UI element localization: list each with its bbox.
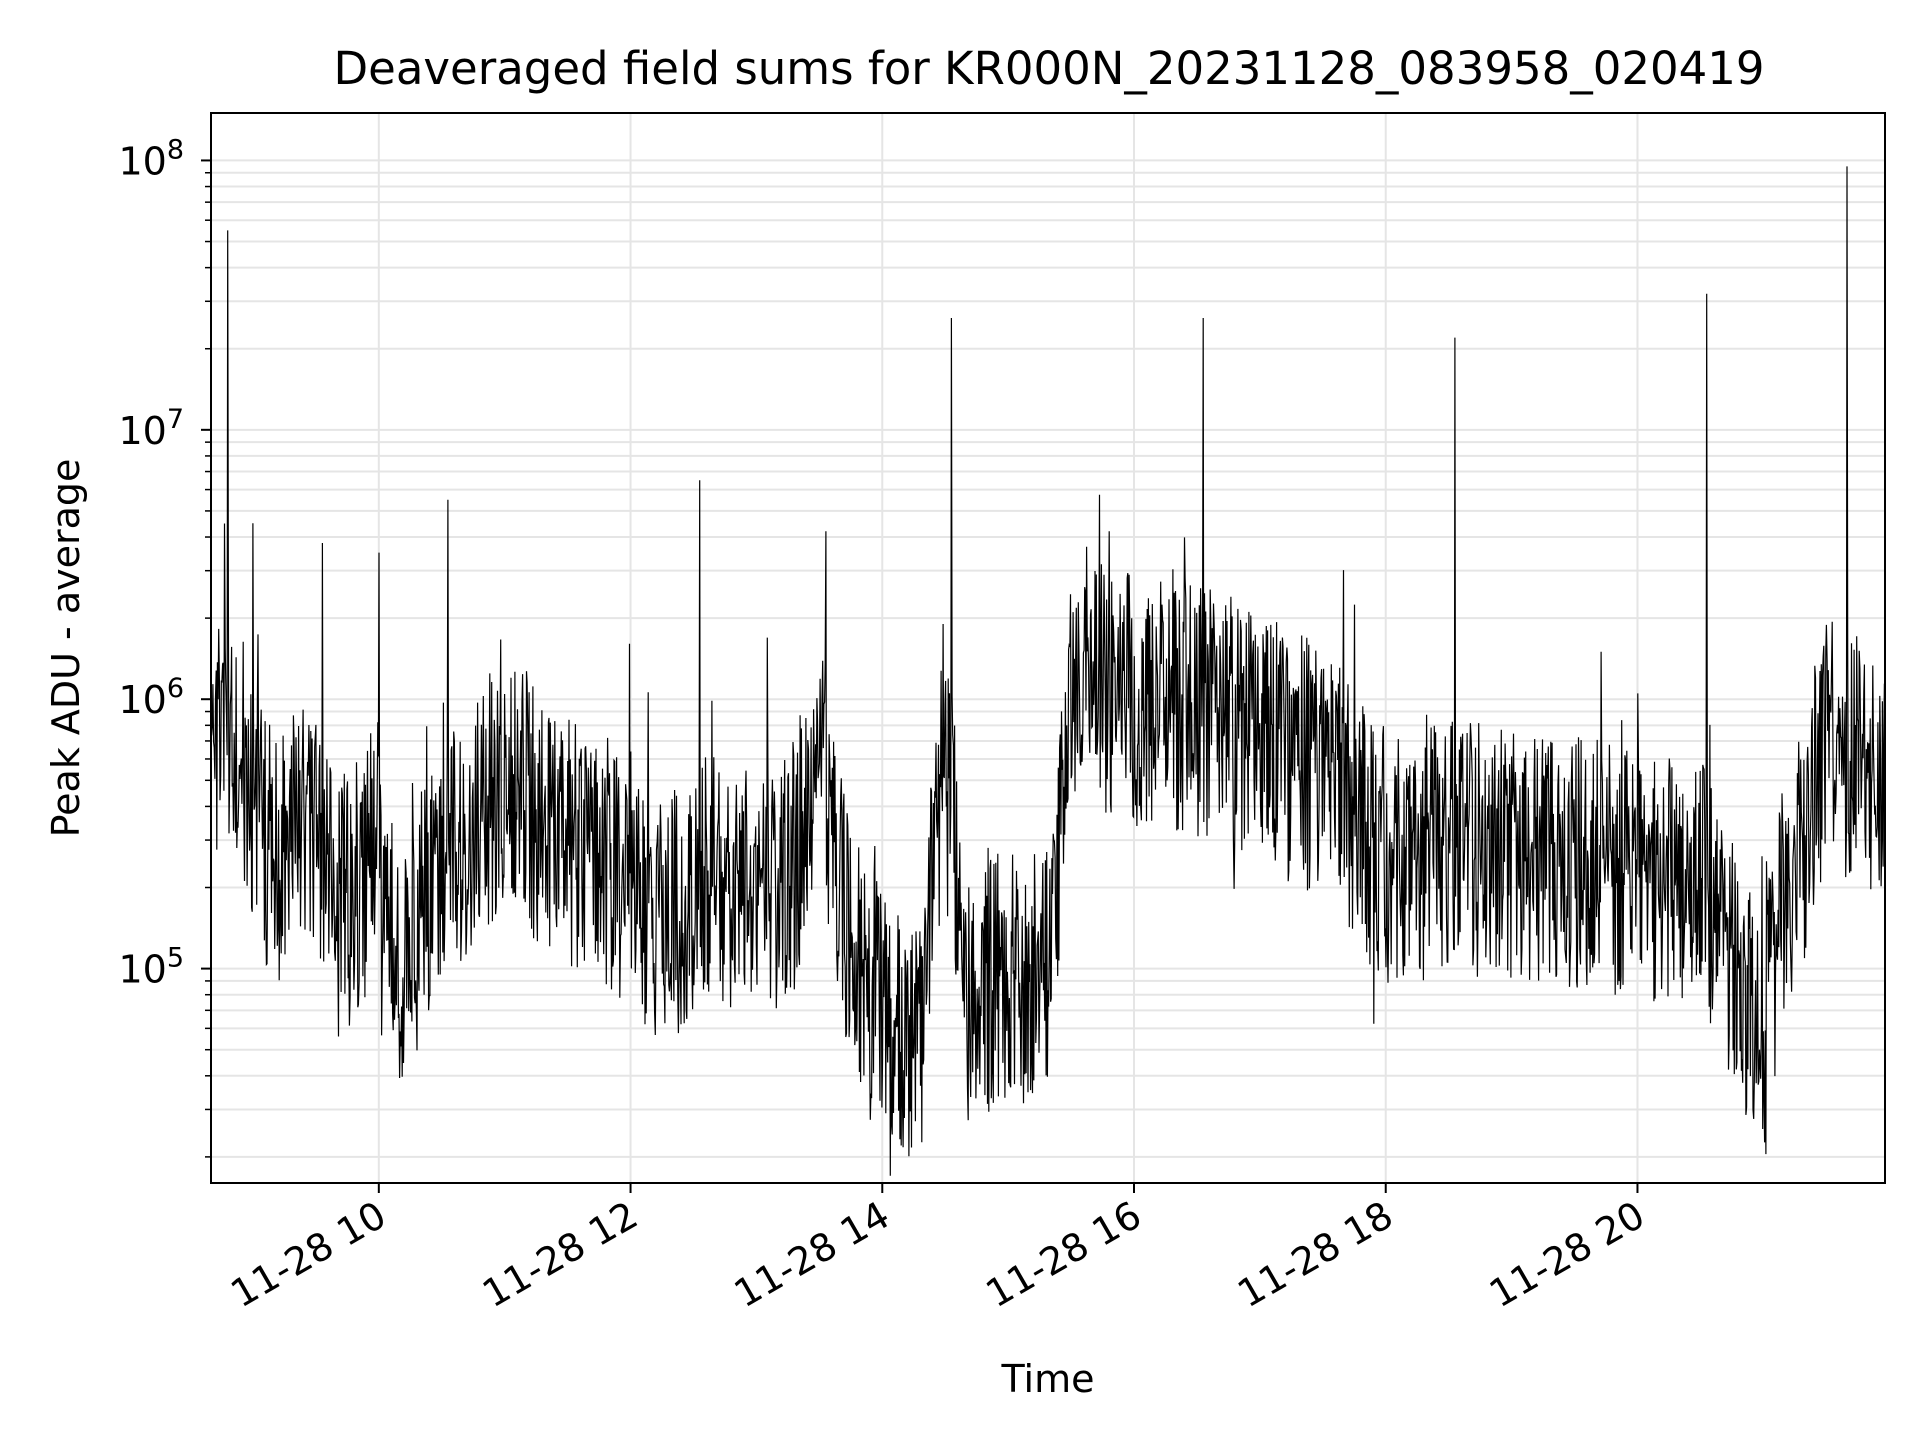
y-axis: 105 106 107 108 <box>118 134 211 1158</box>
series-line <box>211 166 1885 1176</box>
y-tick-label: 105 <box>118 943 184 992</box>
plot-frame <box>210 112 1886 1184</box>
plot-area <box>211 166 1885 1176</box>
y-tick-label: 107 <box>118 404 184 453</box>
x-axis-label: Time <box>1001 1357 1095 1401</box>
chart-title: Deaveraged field sums for KR000N_2023112… <box>334 42 1765 95</box>
y-tick-label: 106 <box>118 673 184 722</box>
y-tick-label: 108 <box>118 134 184 183</box>
y-axis-label: Peak ADU - average <box>44 459 88 838</box>
